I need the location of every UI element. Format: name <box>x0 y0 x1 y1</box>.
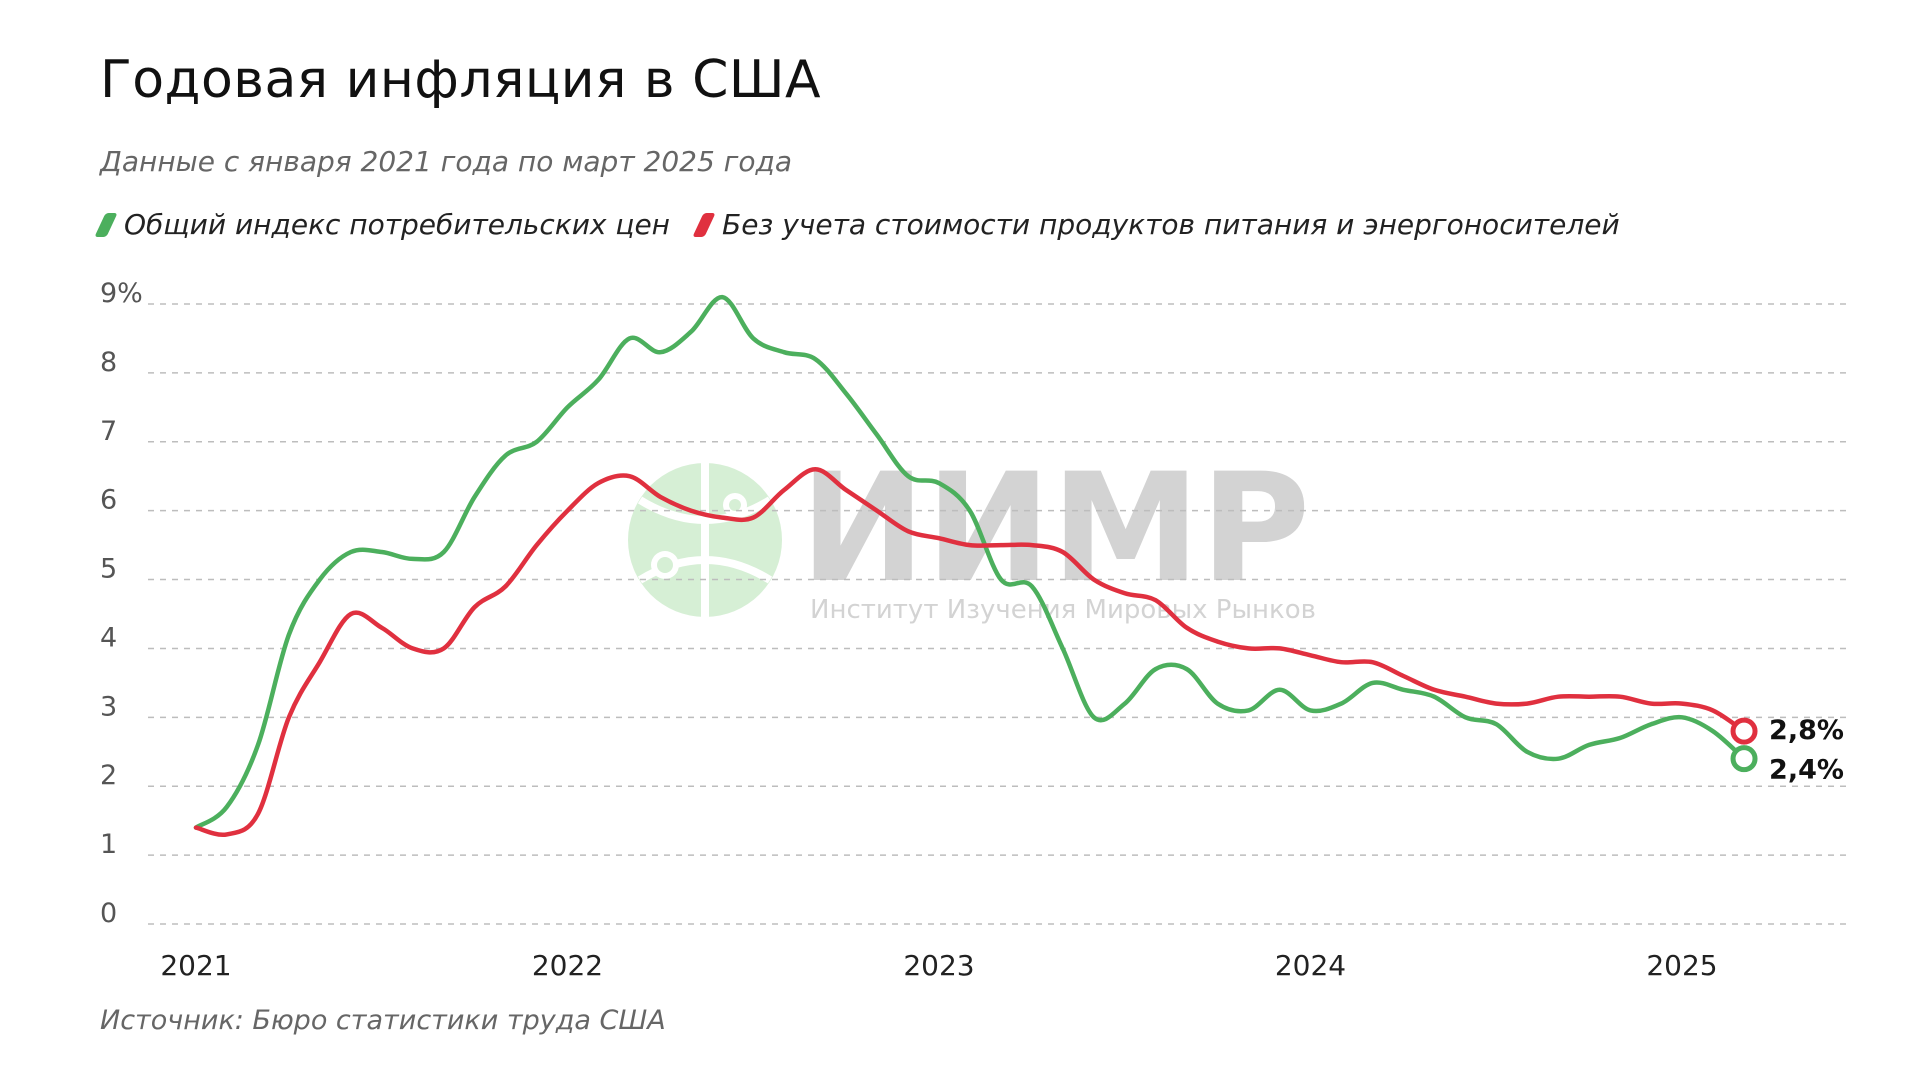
y-tick-label: 4 <box>100 622 117 653</box>
legend-label-core: Без учета стоимости продуктов питания и … <box>722 208 1620 241</box>
globe-icon <box>628 463 782 617</box>
y-tick-label: 7 <box>100 416 117 447</box>
y-tick-label: 6 <box>100 485 117 516</box>
y-tick-label: 3 <box>100 691 117 722</box>
y-tick-label: 9% <box>100 278 143 309</box>
y-tick-label: 2 <box>100 760 117 791</box>
x-tick-label: 2022 <box>532 949 603 982</box>
legend: Общий индекс потребительских цен Без уче… <box>94 208 1620 241</box>
x-tick-label: 2021 <box>160 949 231 982</box>
end-label-cpi: 2,4% <box>1769 755 1844 786</box>
x-axis-ticks: 2021 2022 2023 2024 2025 <box>160 949 1717 982</box>
x-tick-label: 2023 <box>903 949 974 982</box>
legend-label-cpi: Общий индекс потребительских цен <box>124 208 670 241</box>
endpoint-marker-core <box>1730 717 1758 745</box>
y-tick-label: 8 <box>100 347 117 378</box>
y-tick-label: 5 <box>100 554 117 585</box>
series-endpoints: 2,4% 2,8% <box>1730 715 1844 786</box>
chart-title: Годовая инфляция в США <box>100 50 822 110</box>
legend-item-cpi: Общий индекс потребительских цен <box>94 208 670 241</box>
series-lines <box>193 294 1747 838</box>
y-axis-ticks: 0 1 2 3 4 5 6 7 8 9% <box>100 278 143 929</box>
watermark-logo-text: ИИМР <box>800 442 1310 616</box>
x-tick-label: 2025 <box>1646 949 1717 982</box>
end-label-core: 2,8% <box>1769 715 1844 746</box>
series-line-cpi <box>193 294 1747 830</box>
source-note: Источник: Бюро статистики труда США <box>100 1005 666 1036</box>
watermark: ИИМР Институт Изучения Мировых Рынков <box>628 442 1316 625</box>
x-tick-label: 2024 <box>1275 949 1346 982</box>
legend-item-core: Без учета стоимости продуктов питания и … <box>692 208 1620 241</box>
endpoint-marker-cpi <box>1730 745 1758 773</box>
watermark-logo-subtext: Институт Изучения Мировых Рынков <box>810 595 1316 625</box>
chart-subtitle: Данные с января 2021 года по март 2025 г… <box>100 145 793 178</box>
series-line-core <box>193 467 1747 838</box>
y-tick-label: 0 <box>100 898 117 929</box>
y-tick-label: 1 <box>100 829 117 860</box>
